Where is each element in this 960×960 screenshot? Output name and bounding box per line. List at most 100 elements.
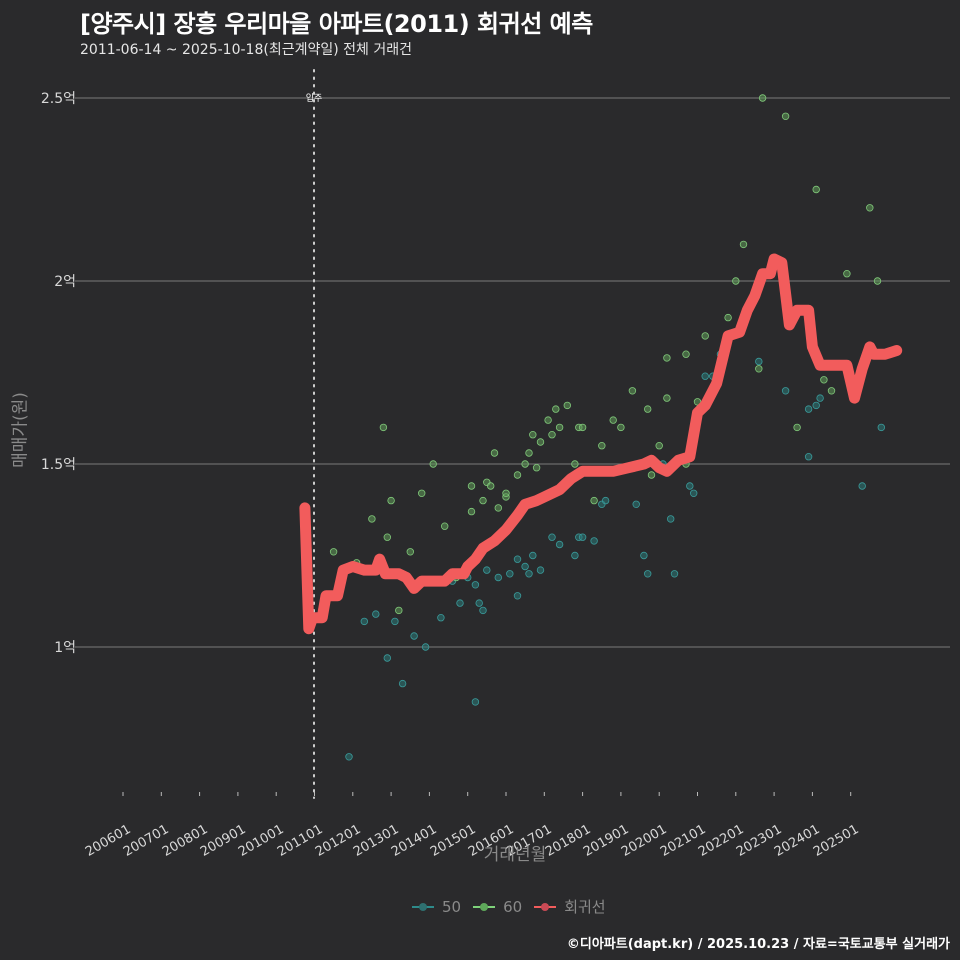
data-point[interactable] bbox=[548, 533, 556, 541]
data-point[interactable] bbox=[693, 398, 702, 406]
data-point[interactable] bbox=[873, 277, 882, 285]
data-point[interactable] bbox=[820, 376, 828, 384]
data-point[interactable] bbox=[471, 698, 480, 706]
data-point[interactable] bbox=[529, 431, 537, 439]
data-point[interactable] bbox=[732, 277, 740, 285]
data-point[interactable] bbox=[379, 423, 388, 432]
data-point[interactable] bbox=[513, 555, 522, 563]
data-point[interactable] bbox=[372, 610, 380, 618]
legend-item-regression[interactable]: 회귀선 bbox=[534, 896, 606, 917]
data-point[interactable] bbox=[578, 533, 587, 541]
data-point[interactable] bbox=[590, 537, 598, 545]
data-point[interactable] bbox=[793, 423, 801, 432]
data-point[interactable] bbox=[663, 394, 671, 402]
data-point[interactable] bbox=[513, 592, 522, 600]
data-point[interactable] bbox=[368, 515, 376, 523]
data-point[interactable] bbox=[548, 431, 556, 439]
data-point[interactable] bbox=[406, 548, 414, 556]
data-point[interactable] bbox=[812, 401, 820, 410]
data-point[interactable] bbox=[701, 372, 709, 380]
data-point[interactable] bbox=[360, 617, 368, 626]
data-point[interactable] bbox=[521, 562, 529, 571]
data-point[interactable] bbox=[670, 570, 679, 578]
data-point[interactable] bbox=[494, 573, 502, 582]
data-point[interactable] bbox=[578, 423, 587, 432]
data-point[interactable] bbox=[724, 313, 732, 322]
data-point[interactable] bbox=[640, 551, 648, 560]
data-point[interactable] bbox=[544, 416, 552, 424]
data-point[interactable] bbox=[858, 482, 866, 490]
data-point[interactable] bbox=[437, 614, 445, 622]
data-point[interactable] bbox=[804, 405, 813, 413]
data-point[interactable] bbox=[644, 570, 652, 578]
data-point[interactable] bbox=[536, 438, 545, 446]
data-point[interactable] bbox=[555, 423, 564, 432]
data-point[interactable] bbox=[502, 489, 510, 497]
data-point[interactable] bbox=[812, 185, 820, 194]
data-point[interactable] bbox=[398, 679, 407, 688]
data-point[interactable] bbox=[345, 753, 353, 761]
data-point[interactable] bbox=[395, 606, 403, 615]
data-point[interactable] bbox=[609, 416, 617, 424]
data-point[interactable] bbox=[387, 496, 395, 505]
data-point[interactable] bbox=[421, 643, 430, 651]
data-point[interactable] bbox=[816, 394, 824, 402]
data-point[interactable] bbox=[690, 489, 698, 497]
data-point[interactable] bbox=[877, 423, 885, 432]
data-point[interactable] bbox=[563, 401, 571, 410]
data-point[interactable] bbox=[532, 464, 541, 472]
data-point[interactable] bbox=[410, 632, 418, 640]
data-point[interactable] bbox=[781, 387, 790, 395]
data-point[interactable] bbox=[663, 354, 671, 362]
data-point[interactable] bbox=[739, 240, 748, 249]
data-point[interactable] bbox=[467, 482, 476, 490]
data-point[interactable] bbox=[467, 507, 476, 516]
legend-item-50[interactable]: 50 bbox=[412, 898, 461, 916]
data-point[interactable] bbox=[755, 357, 763, 366]
data-point[interactable] bbox=[471, 581, 480, 589]
data-point[interactable] bbox=[475, 599, 483, 607]
data-point[interactable] bbox=[655, 442, 663, 450]
data-point[interactable] bbox=[827, 387, 836, 395]
data-point[interactable] bbox=[479, 606, 487, 615]
data-point[interactable] bbox=[781, 112, 790, 120]
data-point[interactable] bbox=[490, 449, 499, 457]
data-point[interactable] bbox=[525, 449, 533, 457]
data-point[interactable] bbox=[329, 548, 338, 556]
data-point[interactable] bbox=[418, 489, 426, 497]
data-point[interactable] bbox=[513, 471, 522, 479]
data-point[interactable] bbox=[571, 551, 579, 560]
data-point[interactable] bbox=[755, 365, 763, 373]
data-point[interactable] bbox=[552, 405, 560, 413]
data-point[interactable] bbox=[383, 533, 391, 541]
legend-item-60[interactable]: 60 bbox=[473, 898, 522, 916]
data-point[interactable] bbox=[682, 350, 690, 358]
data-point[interactable] bbox=[590, 496, 598, 505]
data-point[interactable] bbox=[686, 482, 694, 490]
data-point[interactable] bbox=[644, 405, 652, 413]
data-point[interactable] bbox=[617, 423, 625, 432]
data-point[interactable] bbox=[598, 442, 606, 450]
data-point[interactable] bbox=[456, 599, 464, 607]
data-point[interactable] bbox=[667, 515, 675, 523]
data-point[interactable] bbox=[429, 460, 437, 468]
data-point[interactable] bbox=[479, 496, 487, 505]
data-point[interactable] bbox=[632, 500, 640, 508]
data-point[interactable] bbox=[601, 496, 610, 505]
data-point[interactable] bbox=[521, 460, 529, 468]
data-point[interactable] bbox=[483, 566, 491, 574]
data-point[interactable] bbox=[525, 570, 533, 578]
data-point[interactable] bbox=[866, 204, 874, 212]
data-point[interactable] bbox=[487, 482, 495, 490]
data-point[interactable] bbox=[506, 570, 514, 578]
data-point[interactable] bbox=[701, 332, 709, 340]
data-point[interactable] bbox=[628, 387, 637, 395]
data-point[interactable] bbox=[383, 654, 391, 662]
data-point[interactable] bbox=[555, 540, 564, 549]
data-point[interactable] bbox=[494, 504, 502, 512]
data-point[interactable] bbox=[391, 617, 399, 626]
data-point[interactable] bbox=[843, 270, 851, 278]
data-point[interactable] bbox=[647, 471, 656, 479]
data-point[interactable] bbox=[529, 551, 537, 560]
data-point[interactable] bbox=[536, 566, 545, 574]
